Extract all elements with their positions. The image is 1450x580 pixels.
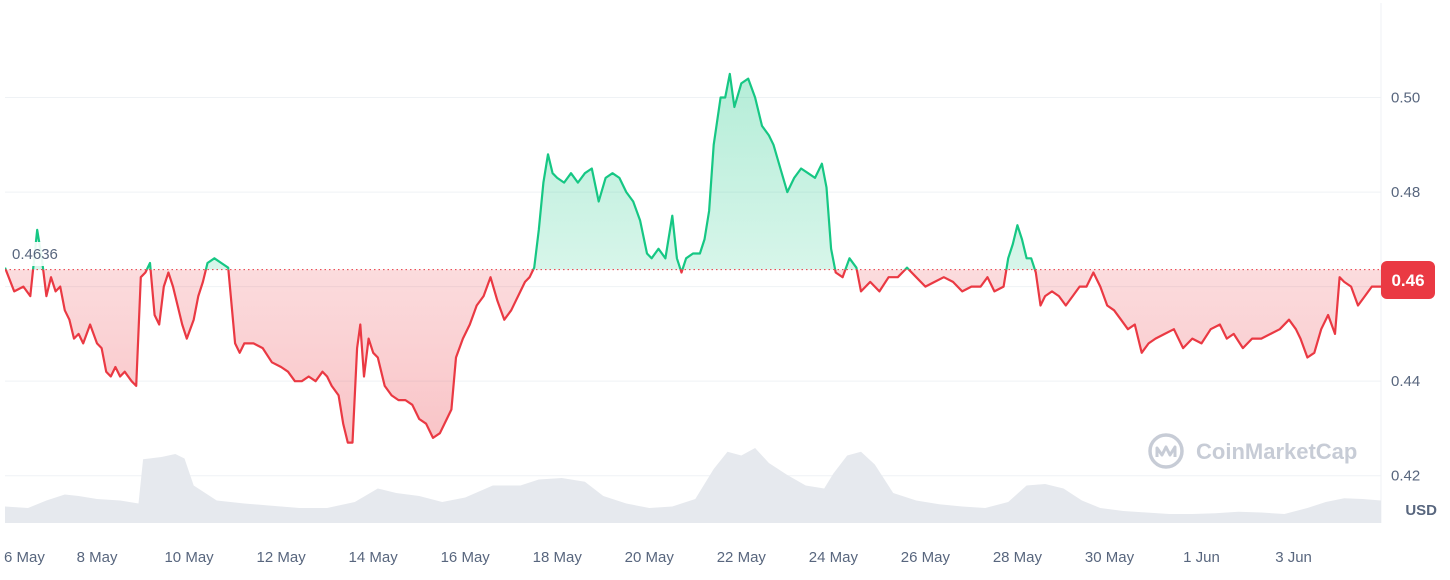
x-tick-label: 20 May — [625, 549, 675, 566]
price-line-down — [5, 269, 1381, 444]
x-tick-label: 30 May — [1085, 549, 1135, 566]
x-tick-label: 6 May — [4, 549, 45, 566]
x-tick-label: 18 May — [533, 549, 583, 566]
x-tick-label: 22 May — [717, 549, 767, 566]
x-axis: 6 May 8 May 10 May 12 May 14 May 16 May 18 May… — [4, 549, 1312, 566]
volume-area — [5, 448, 1381, 523]
baseline-label-tag: 0.4636 — [4, 242, 76, 266]
y-tick-label: 0.50 — [1391, 90, 1420, 107]
x-tick-label: 28 May — [993, 549, 1043, 566]
coinmarketcap-logo-icon — [1148, 433, 1184, 469]
currency-label: USD — [1405, 502, 1437, 519]
x-tick-label: 12 May — [257, 549, 307, 566]
baseline-value: 0.4636 — [12, 246, 58, 263]
volume-shape — [5, 448, 1381, 523]
x-tick-label: 26 May — [901, 549, 951, 566]
current-price-value: 0.46 — [1391, 271, 1424, 290]
y-tick-label: 0.42 — [1391, 468, 1420, 485]
current-price-tag: 0.46 — [1381, 261, 1435, 299]
x-tick-label: 16 May — [441, 549, 491, 566]
x-tick-label: 1 Jun — [1183, 549, 1220, 566]
x-tick-label: 3 Jun — [1275, 549, 1312, 566]
price-line-up — [5, 72, 1037, 270]
watermark: CoinMarketCap — [1148, 433, 1357, 469]
x-tick-label: 14 May — [349, 549, 399, 566]
watermark-text: CoinMarketCap — [1196, 439, 1357, 464]
x-tick-label: 24 May — [809, 549, 859, 566]
price-fill-down — [5, 269, 1381, 443]
y-tick-label: 0.48 — [1391, 184, 1420, 201]
x-tick-label: 8 May — [77, 549, 118, 566]
price-fill-up — [5, 73, 1381, 270]
x-tick-label: 10 May — [164, 549, 214, 566]
price-fill — [5, 73, 1381, 443]
price-line — [5, 72, 1381, 444]
y-tick-label: 0.44 — [1391, 373, 1420, 390]
